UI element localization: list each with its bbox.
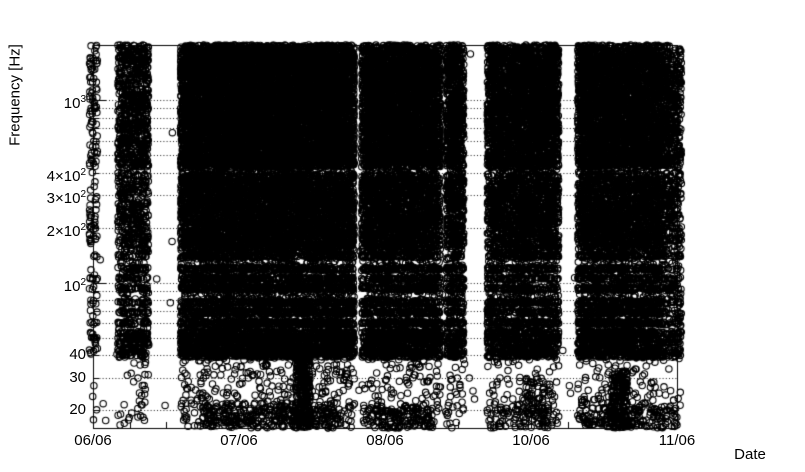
x-axis-title: Date	[734, 446, 766, 463]
y-tick-label: 103	[63, 93, 86, 112]
x-tick-label: 10/06	[512, 432, 550, 449]
x-tick-label: 06/06	[74, 432, 112, 449]
y-tick-label: 40	[69, 346, 86, 364]
y-tick-label: 102	[63, 276, 86, 295]
y-tick-label: 4×102	[46, 166, 86, 185]
y-tick-label: 20	[69, 401, 86, 419]
x-tick-label: 07/06	[220, 432, 258, 449]
x-tick-label: 11/06	[658, 432, 696, 449]
x-tick-label: 08/06	[366, 432, 404, 449]
y-tick-label: 30	[69, 369, 86, 387]
y-tick-label: 3×102	[46, 189, 86, 208]
y-tick-label: 2×102	[46, 221, 86, 240]
